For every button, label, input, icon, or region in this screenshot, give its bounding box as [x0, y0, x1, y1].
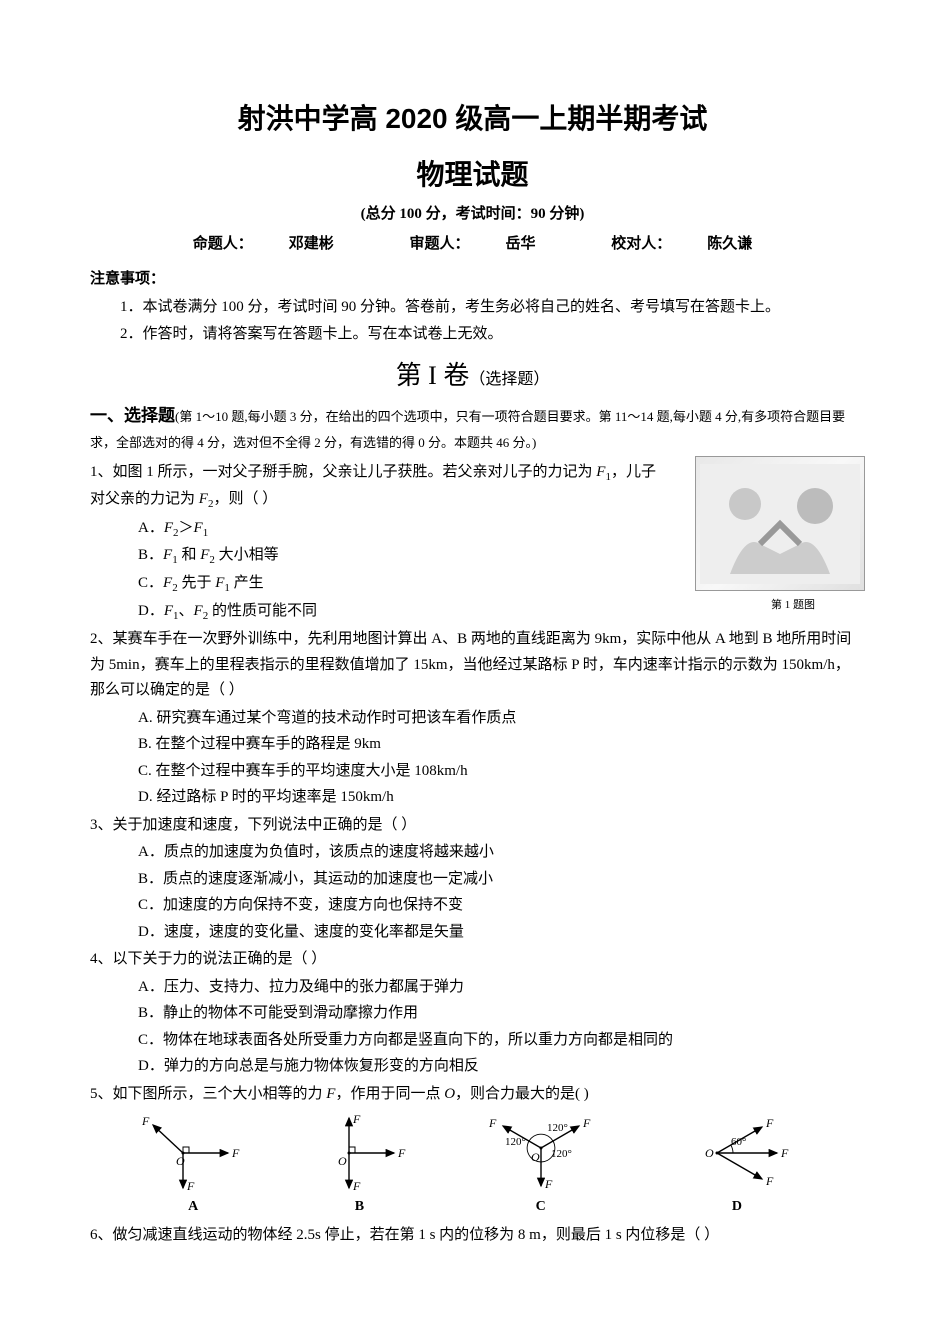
q1-optA: A．F2＞F1	[138, 516, 665, 543]
svg-text:F: F	[186, 1179, 195, 1193]
q3-stem: 3、关于加速度和速度，下列说法中正确的是（ ）	[90, 813, 855, 839]
q6-stem: 6、做匀减速直线运动的物体经 2.5s 停止，若在第 1 s 内的位移为 8 m…	[90, 1223, 855, 1249]
q1-optD: D．F1、F2 的性质可能不同	[138, 599, 665, 626]
question-6: 6、做匀减速直线运动的物体经 2.5s 停止，若在第 1 s 内的位移为 8 m…	[90, 1223, 855, 1249]
q2-optA: A. 研究赛车通过某个弯道的技术动作时可把该车看作质点	[138, 706, 855, 732]
q1-image	[695, 456, 865, 591]
svg-text:F: F	[780, 1146, 789, 1160]
exam-info: (总分 100 分，考试时间：90 分钟)	[90, 202, 855, 228]
q1-stem: 1、如图 1 所示，一对父子掰手腕，父亲让儿子获胜。若父亲对儿子的力记为 F1，…	[90, 460, 665, 513]
q5-figB-label: B	[304, 1195, 414, 1219]
svg-text:F: F	[231, 1146, 240, 1160]
q1-image-caption: 第 1 题图	[771, 596, 815, 615]
choice-header-bold: 一、选择题	[90, 406, 175, 425]
svg-text:F: F	[765, 1174, 774, 1188]
svg-text:F: F	[141, 1114, 150, 1128]
q4-optC: C．物体在地球表面各处所受重力方向都是竖直向下的，所以重力方向都是相同的	[138, 1028, 855, 1054]
section-1-big: 第 I 卷	[396, 361, 470, 390]
q5-stem: 5、如下图所示，三个大小相等的力 F，作用于同一点 O，则合力最大的是( )	[90, 1082, 855, 1108]
q5-figD-label: D	[667, 1195, 807, 1219]
svg-text:120°: 120°	[547, 1122, 568, 1134]
question-5: 5、如下图所示，三个大小相等的力 F，作用于同一点 O，则合力最大的是( ) O…	[90, 1082, 855, 1219]
section-1-title: 第 I 卷（选择题）	[90, 354, 855, 398]
svg-text:O: O	[705, 1146, 714, 1160]
svg-text:120°: 120°	[505, 1136, 526, 1148]
q3-optA: A．质点的加速度为负值时，该质点的速度将越来越小	[138, 840, 855, 866]
q2-stem: 2、某赛车手在一次野外训练中，先利用地图计算出 A、B 两地的直线距离为 9km…	[90, 627, 855, 704]
authors-line: 命题人：邓建彬 审题人：岳华 校对人：陈久谦	[90, 232, 855, 258]
photo-placeholder-icon	[700, 464, 860, 584]
force-diagram-C-icon: O F F F 120° 120° 120°	[471, 1113, 611, 1193]
q3-optC: C．加速度的方向保持不变，速度方向也保持不变	[138, 893, 855, 919]
svg-text:F: F	[397, 1146, 406, 1160]
svg-text:F: F	[765, 1116, 774, 1130]
svg-text:120°: 120°	[551, 1148, 572, 1160]
title-line1: 射洪中学高 2020 级高一上期半期考试	[90, 95, 855, 143]
q4-optD: D．弹力的方向总是与施力物体恢复形变的方向相反	[138, 1054, 855, 1080]
svg-text:F: F	[352, 1113, 361, 1126]
svg-text:60°: 60°	[731, 1136, 746, 1148]
q5-figC: O F F F 120° 120° 120° C	[471, 1113, 611, 1219]
notice-title: 注意事项：	[90, 267, 855, 293]
q5-figD: O F F F 60° D	[667, 1113, 807, 1219]
title-line2: 物理试题	[90, 151, 855, 199]
q4-stem: 4、以下关于力的说法正确的是（ ）	[90, 947, 855, 973]
svg-text:O: O	[338, 1154, 347, 1168]
arm-wrestling-photo	[696, 457, 864, 590]
svg-text:F: F	[488, 1116, 497, 1130]
q1-optC: C．F2 先于 F1 产生	[138, 571, 665, 598]
q2-optD: D. 经过路标 P 时的平均速率是 150km/h	[138, 785, 855, 811]
q5-figB: O F F F B	[304, 1113, 414, 1219]
question-1: 第 1 题图 1、如图 1 所示，一对父子掰手腕，父亲让儿子获胜。若父亲对儿子的…	[90, 460, 855, 625]
force-diagram-B-icon: O F F F	[304, 1113, 414, 1193]
choice-header-kai: (第 1～10 题,每小题 3 分，在给出的四个选项中，只有一项符合题目要求。第…	[90, 409, 845, 450]
choice-header: 一、选择题(第 1～10 题,每小题 3 分，在给出的四个选项中，只有一项符合题…	[90, 402, 855, 456]
q3-optB: B．质点的速度逐渐减小，其运动的加速度也一定减小	[138, 867, 855, 893]
q5-figA-label: A	[138, 1195, 248, 1219]
notice-item-1: 1．本试卷满分 100 分，考试时间 90 分钟。答卷前，考生务必将自己的姓名、…	[90, 295, 855, 321]
question-2: 2、某赛车手在一次野外训练中，先利用地图计算出 A、B 两地的直线距离为 9km…	[90, 627, 855, 811]
author1: 命题人：邓建彬	[175, 236, 352, 252]
svg-text:F: F	[582, 1116, 591, 1130]
q4-optB: B．静止的物体不可能受到滑动摩擦力作用	[138, 1001, 855, 1027]
force-diagram-A-icon: O F F F	[138, 1113, 248, 1193]
svg-text:F: F	[352, 1179, 361, 1193]
svg-text:F: F	[544, 1177, 553, 1191]
author2: 审题人：岳华	[391, 236, 553, 252]
notice-item-2: 2．作答时，请将答案写在答题卡上。写在本试卷上无效。	[90, 322, 855, 348]
question-3: 3、关于加速度和速度，下列说法中正确的是（ ） A．质点的加速度为负值时，该质点…	[90, 813, 855, 946]
section-1-small: （选择题）	[469, 371, 549, 388]
q5-figA: O F F F A	[138, 1113, 248, 1219]
q4-optA: A．压力、支持力、拉力及绳中的张力都属于弹力	[138, 975, 855, 1001]
q1-optB: B．F1 和 F2 大小相等	[138, 543, 665, 570]
force-diagram-D-icon: O F F F 60°	[667, 1113, 807, 1193]
q5-figC-label: C	[471, 1195, 611, 1219]
question-4: 4、以下关于力的说法正确的是（ ） A．压力、支持力、拉力及绳中的张力都属于弹力…	[90, 947, 855, 1080]
q3-optD: D．速度，速度的变化量、速度的变化率都是矢量	[138, 920, 855, 946]
q2-optB: B. 在整个过程中赛车手的路程是 9km	[138, 732, 855, 758]
q2-optC: C. 在整个过程中赛车手的平均速度大小是 108km/h	[138, 759, 855, 785]
author3: 校对人：陈久谦	[593, 236, 770, 252]
q5-figures-row: O F F F A O F F F	[90, 1113, 855, 1219]
